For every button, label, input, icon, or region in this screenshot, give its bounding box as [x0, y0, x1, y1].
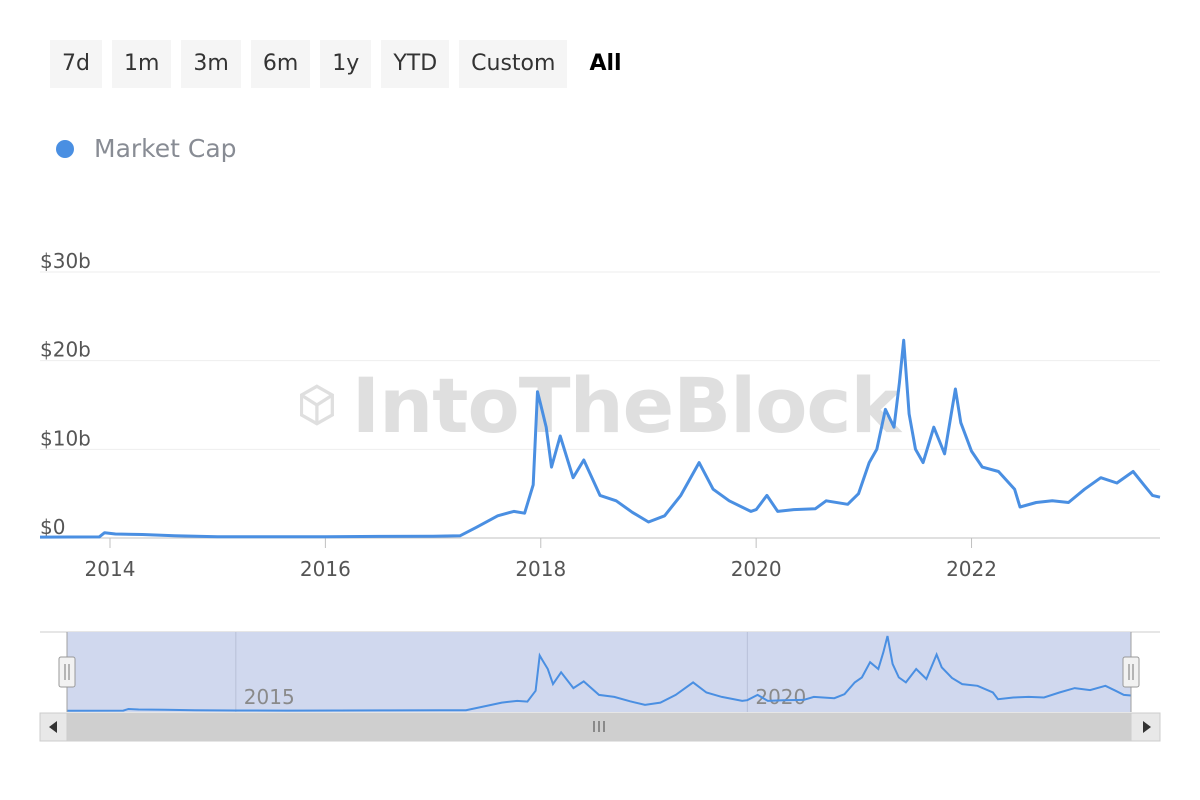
x-tick-label: 2014	[85, 557, 136, 581]
legend-dot-icon	[56, 139, 74, 158]
grid-lines	[40, 271, 1160, 450]
x-tick-label: 2018	[515, 557, 566, 581]
x-tick-label: 2020	[731, 557, 782, 581]
range-7d-button[interactable]: 7d	[50, 40, 102, 88]
x-tick-label: 2016	[300, 557, 351, 581]
legend-label-market-cap: Market Cap	[94, 134, 237, 163]
navigator-series-line	[66, 635, 1132, 712]
navigator-left-handle[interactable]	[58, 656, 76, 688]
navigator-tick-label: 2020	[755, 685, 806, 709]
range-3m-button[interactable]: 3m	[181, 40, 241, 88]
y-tick-label: $0	[40, 515, 65, 539]
x-axis: 2014 2016 2018 2020 2022	[85, 538, 997, 581]
range-ytd-button[interactable]: YTD	[381, 40, 450, 88]
navigator-tick-label: 2015	[244, 685, 295, 709]
x-tick-label: 2022	[946, 557, 997, 581]
navigator-selection[interactable]	[67, 632, 1131, 712]
arrow-right-icon	[1143, 721, 1151, 733]
range-all-button[interactable]: All	[577, 40, 633, 88]
range-6m-button[interactable]: 6m	[250, 40, 311, 88]
scroll-left-button[interactable]	[39, 712, 68, 742]
range-1m-button[interactable]: 1m	[111, 40, 172, 88]
arrow-left-icon	[49, 721, 57, 733]
range-1y-button[interactable]: 1y	[320, 40, 372, 88]
y-axis: $0 $10b $20b $30b	[40, 249, 91, 539]
y-tick-label: $20b	[40, 338, 91, 362]
scrollbar-grip-icon	[593, 721, 605, 732]
series-line-market-cap[interactable]	[39, 338, 1161, 539]
range-selector: 7d 1m 3m 6m 1y YTD Custom All	[50, 40, 634, 88]
y-tick-label: $30b	[40, 249, 91, 273]
range-custom-button[interactable]: Custom	[459, 40, 568, 88]
navigator: 2015 2020	[39, 631, 1161, 742]
chart-legend[interactable]: Market Cap	[56, 134, 237, 163]
navigator-right-handle[interactable]	[1122, 656, 1140, 688]
y-tick-label: $10b	[40, 426, 91, 450]
navigator-ticks: 2015 2020	[235, 632, 806, 712]
